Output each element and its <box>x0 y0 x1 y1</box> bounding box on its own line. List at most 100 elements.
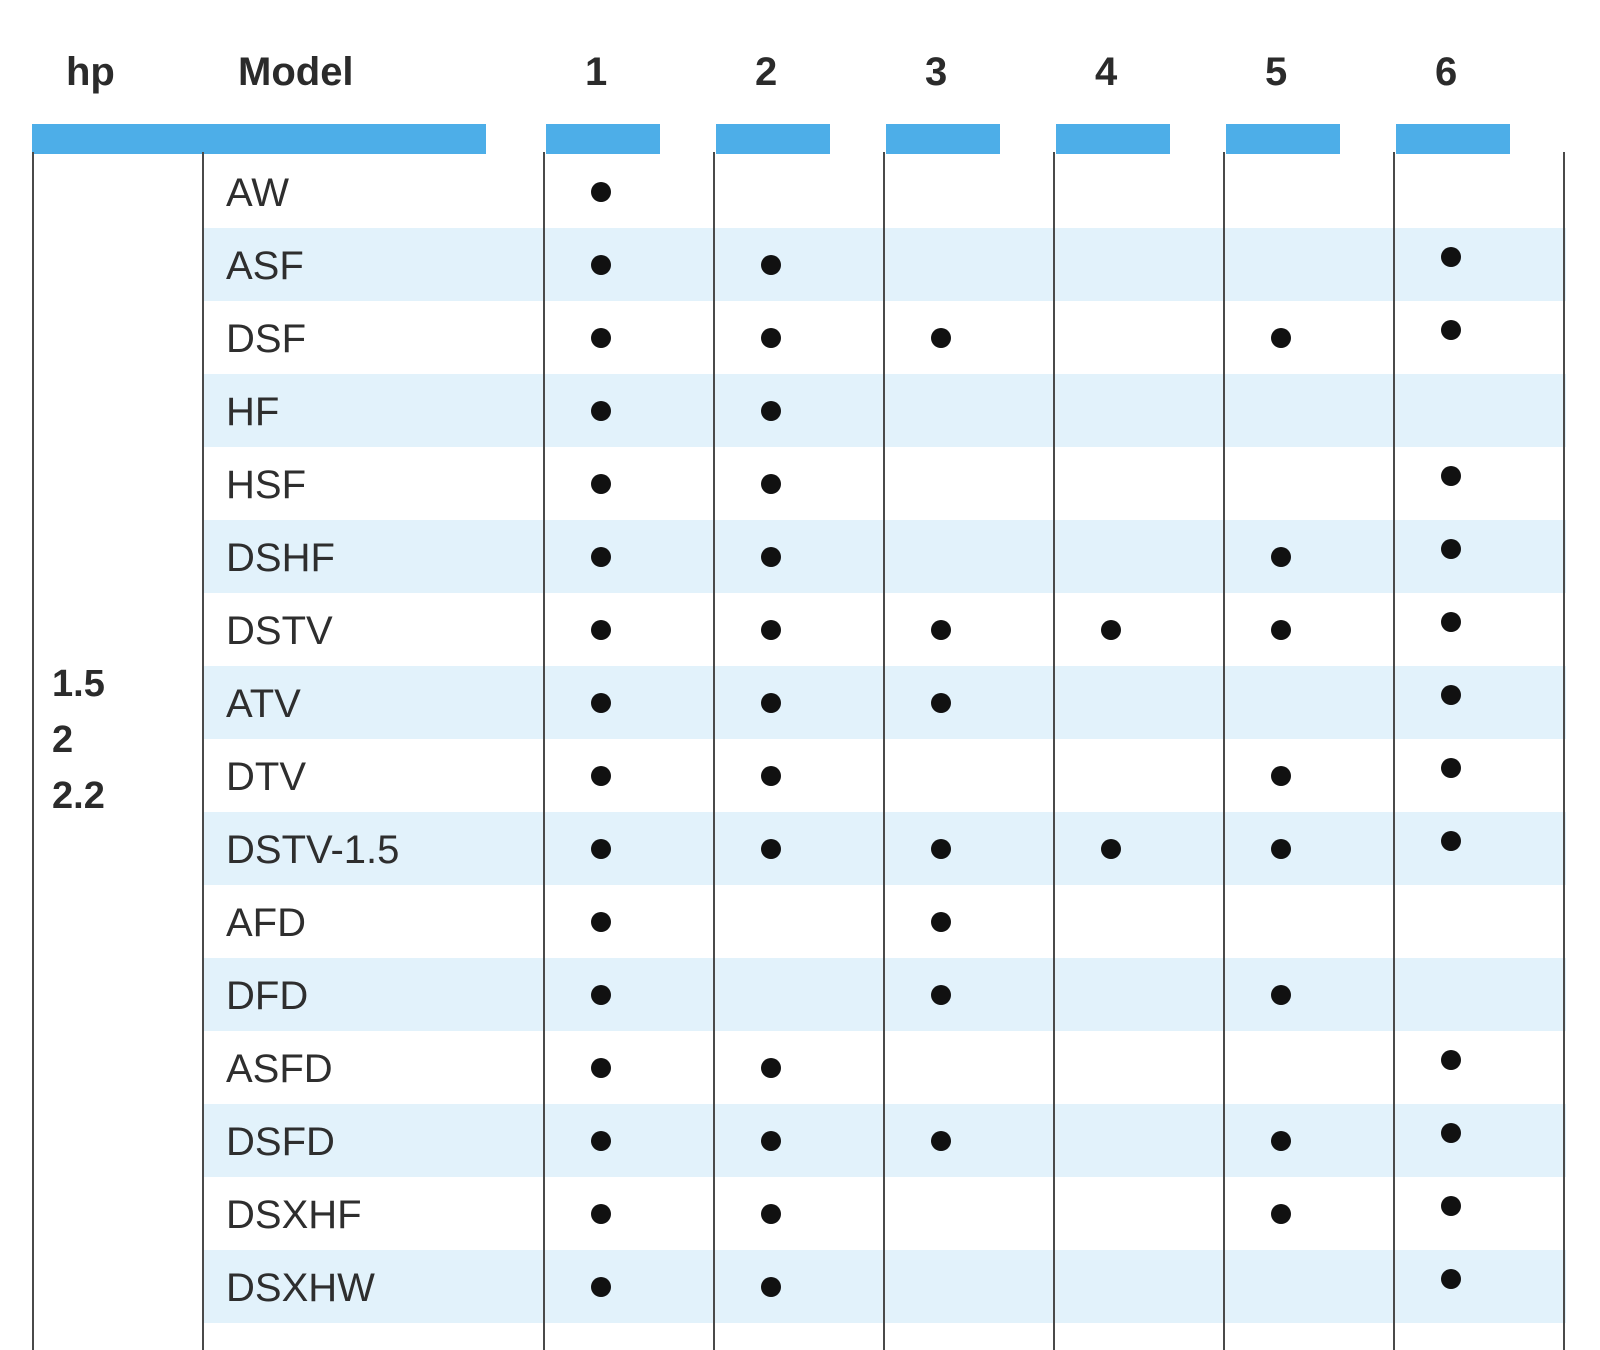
mark-dot-col-6 <box>1441 611 1461 632</box>
mark-dot-col-5 <box>1271 984 1291 1005</box>
table-row <box>204 447 1566 520</box>
hp-value: 1.5 <box>52 663 105 705</box>
model-name: DFD <box>226 974 309 1018</box>
column-divider <box>1393 152 1395 1350</box>
table-row <box>204 958 1566 1031</box>
column-divider <box>202 152 204 1350</box>
mark-dot-col-2 <box>761 254 781 275</box>
mark-dot-col-2 <box>761 1276 781 1297</box>
mark-dot-col-4 <box>1101 838 1121 859</box>
header-bar-col-4 <box>1056 124 1170 154</box>
mark-dot-col-6 <box>1441 757 1461 778</box>
column-divider <box>32 152 34 1350</box>
model-name: DSF <box>226 317 306 361</box>
table-row <box>204 1250 1566 1323</box>
mark-dot-col-2 <box>761 1130 781 1151</box>
column-header-6: 6 <box>1435 50 1458 94</box>
mark-dot-col-3 <box>931 838 951 859</box>
table-row <box>204 1177 1566 1250</box>
column-divider <box>1053 152 1055 1350</box>
column-divider <box>543 152 545 1350</box>
mark-dot-col-2 <box>761 400 781 421</box>
hp-value: 2 <box>52 719 74 761</box>
mark-dot-col-1 <box>591 400 611 421</box>
mark-dot-col-1 <box>591 838 611 859</box>
table-row <box>204 374 1566 447</box>
mark-dot-col-5 <box>1271 765 1291 786</box>
model-column-header: Model <box>238 50 354 94</box>
table-row <box>204 228 1566 301</box>
mark-dot-col-5 <box>1271 1203 1291 1224</box>
mark-dot-col-6 <box>1441 1122 1461 1143</box>
mark-dot-col-6 <box>1441 1195 1461 1216</box>
mark-dot-col-1 <box>591 619 611 640</box>
header-bar-col-3 <box>886 124 1000 154</box>
mark-dot-col-2 <box>761 1057 781 1078</box>
column-divider <box>883 152 885 1350</box>
table-row <box>204 739 1566 812</box>
mark-dot-col-6 <box>1441 1049 1461 1070</box>
mark-dot-col-3 <box>931 619 951 640</box>
mark-dot-col-3 <box>931 1130 951 1151</box>
model-name: DSXHW <box>226 1266 375 1310</box>
model-name: DSHF <box>226 536 335 580</box>
column-divider <box>713 152 715 1350</box>
mark-dot-col-1 <box>591 254 611 275</box>
mark-dot-col-1 <box>591 1057 611 1078</box>
mark-dot-col-5 <box>1271 546 1291 567</box>
mark-dot-col-3 <box>931 984 951 1005</box>
column-divider <box>1563 152 1565 1350</box>
table-row <box>204 301 1566 374</box>
mark-dot-col-1 <box>591 1130 611 1151</box>
table-row <box>204 1104 1566 1177</box>
table-row <box>204 1031 1566 1104</box>
model-name: HF <box>226 390 280 434</box>
mark-dot-col-2 <box>761 1203 781 1224</box>
table-row <box>204 155 1566 228</box>
mark-dot-col-5 <box>1271 619 1291 640</box>
hp-column-header: hp <box>66 50 115 94</box>
header-bar-col-1 <box>546 124 660 154</box>
mark-dot-col-5 <box>1271 838 1291 859</box>
mark-dot-col-2 <box>761 765 781 786</box>
mark-dot-col-6 <box>1441 684 1461 705</box>
mark-dot-col-1 <box>591 984 611 1005</box>
mark-dot-col-1 <box>591 546 611 567</box>
column-header-1: 1 <box>585 50 608 94</box>
mark-dot-col-1 <box>591 692 611 713</box>
model-name: ATV <box>226 682 301 726</box>
mark-dot-col-6 <box>1441 319 1461 340</box>
mark-dot-col-1 <box>591 473 611 494</box>
mark-dot-col-2 <box>761 546 781 567</box>
table-row <box>204 812 1566 885</box>
column-header-5: 5 <box>1265 50 1288 94</box>
model-name: ASF <box>226 244 304 288</box>
mark-dot-col-6 <box>1441 465 1461 486</box>
column-header-2: 2 <box>755 50 778 94</box>
table-row <box>204 593 1566 666</box>
table-row <box>204 666 1566 739</box>
mark-dot-col-1 <box>591 181 611 202</box>
mark-dot-col-2 <box>761 327 781 348</box>
header-bar-col-6 <box>1396 124 1510 154</box>
hp-value: 2.2 <box>52 775 105 817</box>
mark-dot-col-1 <box>591 911 611 932</box>
model-name: DSTV-1.5 <box>226 828 400 872</box>
model-name: DSTV <box>226 609 333 653</box>
model-name: DSXHF <box>226 1193 362 1237</box>
mark-dot-col-2 <box>761 838 781 859</box>
mark-dot-col-3 <box>931 692 951 713</box>
model-name: DTV <box>226 755 306 799</box>
model-name: HSF <box>226 463 306 507</box>
header-bar-hp-model <box>32 124 486 154</box>
model-name: ASFD <box>226 1047 333 1091</box>
mark-dot-col-5 <box>1271 1130 1291 1151</box>
mark-dot-col-6 <box>1441 830 1461 851</box>
mark-dot-col-6 <box>1441 246 1461 267</box>
mark-dot-col-3 <box>931 327 951 348</box>
column-header-3: 3 <box>925 50 948 94</box>
column-divider <box>1223 152 1225 1350</box>
mark-dot-col-2 <box>761 692 781 713</box>
mark-dot-col-6 <box>1441 1268 1461 1289</box>
column-header-4: 4 <box>1095 50 1118 94</box>
